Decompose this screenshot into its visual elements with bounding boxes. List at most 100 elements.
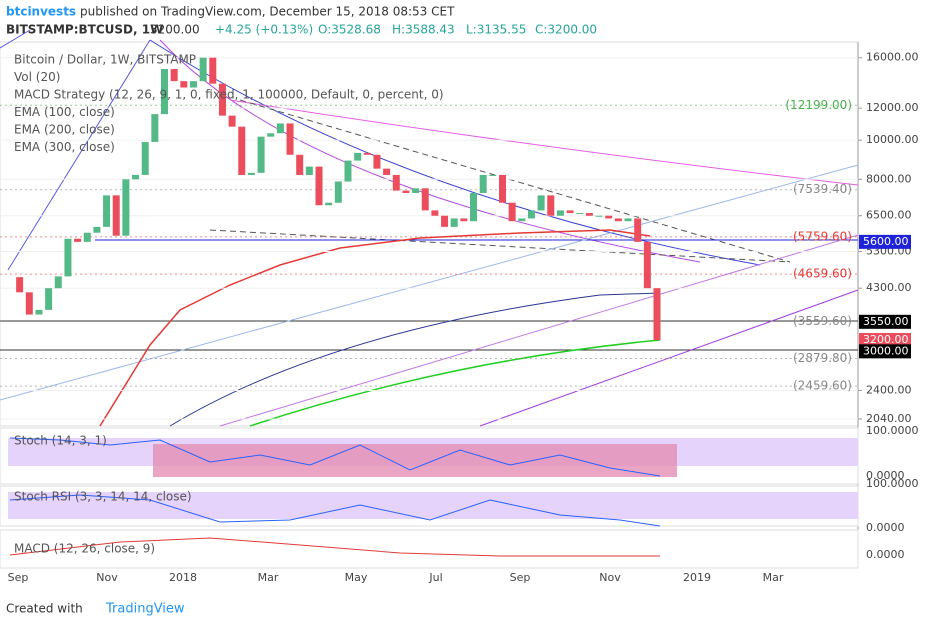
candle <box>498 174 506 203</box>
price-tag-label: 3200.00 <box>863 333 909 346</box>
ema <box>249 339 661 427</box>
candle <box>363 152 371 155</box>
x-tick-label: Mar <box>258 571 279 584</box>
x-tick-label: Sep <box>8 571 29 584</box>
macd-line <box>9 537 660 557</box>
candle <box>16 277 24 293</box>
candle <box>537 195 545 211</box>
y-tick-label: 8000.00 <box>866 172 912 185</box>
low: L:3135.55 <box>466 23 526 37</box>
candle <box>315 166 323 206</box>
pane-tick-label: 100.0000 <box>866 424 919 437</box>
candle <box>334 181 342 203</box>
candle <box>653 288 661 341</box>
trend-line <box>209 229 791 263</box>
candle <box>170 69 178 82</box>
candle <box>228 115 236 127</box>
legend-entry: Vol (20) <box>14 70 60 84</box>
candle <box>605 215 613 219</box>
candle <box>354 152 362 161</box>
candle <box>54 276 62 289</box>
annotation-label: (4659.60) <box>793 267 852 281</box>
candle <box>460 218 468 222</box>
candle <box>479 174 487 193</box>
footer-brand[interactable]: TradingView <box>105 602 185 617</box>
x-tick-label: May <box>345 571 368 584</box>
candle <box>489 174 497 176</box>
pane-label: MACD (12, 26, close, 9) <box>14 542 155 556</box>
pane-tick-label: 100.0000 <box>866 477 919 490</box>
candle <box>112 195 120 236</box>
candle <box>286 123 294 155</box>
price-tag-label: 3550.00 <box>863 315 909 328</box>
x-tick-label: 2018 <box>169 571 197 584</box>
candle <box>267 133 275 137</box>
candle <box>373 154 381 169</box>
content: 16000.0012000.0010000.008000.006500.0053… <box>0 51 919 584</box>
candle <box>199 57 207 82</box>
symbol: BITSTAMP:BTCUSD, 1W <box>6 23 163 37</box>
candle <box>470 192 478 222</box>
candle <box>556 210 564 216</box>
candle <box>527 210 535 219</box>
price-tag <box>859 333 911 348</box>
candle <box>296 154 304 175</box>
trend-line <box>479 289 859 427</box>
candle <box>412 188 420 193</box>
candle <box>518 218 526 222</box>
price: 3200.00 <box>150 23 200 37</box>
curve <box>229 99 859 186</box>
candle <box>643 241 651 289</box>
candle <box>180 81 188 88</box>
candle <box>74 238 82 242</box>
candle <box>595 215 603 217</box>
candle <box>566 210 574 214</box>
curve <box>149 39 761 266</box>
candle <box>257 136 265 173</box>
y-tick-label: 6500.00 <box>866 209 912 222</box>
candle <box>344 160 352 182</box>
ema <box>99 229 651 427</box>
candle <box>450 218 458 227</box>
annotation-label: (7539.40) <box>793 182 852 196</box>
candle <box>325 202 333 206</box>
candle <box>402 190 410 193</box>
annotation-label: (5759.60) <box>793 229 852 243</box>
y-tick-label: 2400.00 <box>866 383 912 396</box>
legend-entry: Bitcoin / Dollar, 1W, BITSTAMP <box>14 53 196 67</box>
pane-tick-label: 0.0000 <box>866 469 905 482</box>
trend-line <box>0 29 151 271</box>
candle <box>25 292 33 315</box>
candle <box>151 114 159 142</box>
x-tick-label: 2019 <box>683 571 711 584</box>
annotation-label: (2879.80) <box>793 351 852 365</box>
price-tag <box>859 314 911 329</box>
candle <box>238 126 246 175</box>
x-tick-label: Nov <box>599 571 621 584</box>
trend-line <box>239 99 791 263</box>
y-tick-label: 4300.00 <box>866 281 912 294</box>
ema <box>169 292 661 427</box>
annotation-label: (12199.00) <box>785 98 852 112</box>
legend-entry: MACD Strategy (12, 26, 9, 1, 0, fixed, 1… <box>14 88 444 102</box>
stoch-rsi-band <box>8 492 858 519</box>
legend-entry: EMA (100, close) <box>14 105 115 119</box>
trend-line <box>219 234 859 427</box>
candle <box>83 232 91 242</box>
candle <box>576 213 584 215</box>
price-tag-label: 5600.00 <box>863 235 909 248</box>
candle <box>508 202 516 222</box>
candle <box>276 123 284 134</box>
candle <box>624 218 632 222</box>
x-tick-label: Jul <box>428 571 442 584</box>
candle <box>431 210 439 216</box>
footer-created: Created with <box>6 602 83 616</box>
author[interactable]: btcinvests <box>6 5 76 19</box>
stoch-highlight <box>153 444 677 477</box>
candle <box>103 195 111 227</box>
candle <box>93 226 101 233</box>
candle <box>634 218 642 242</box>
price-tag <box>859 344 911 359</box>
x-tick-label: Sep <box>510 571 531 584</box>
